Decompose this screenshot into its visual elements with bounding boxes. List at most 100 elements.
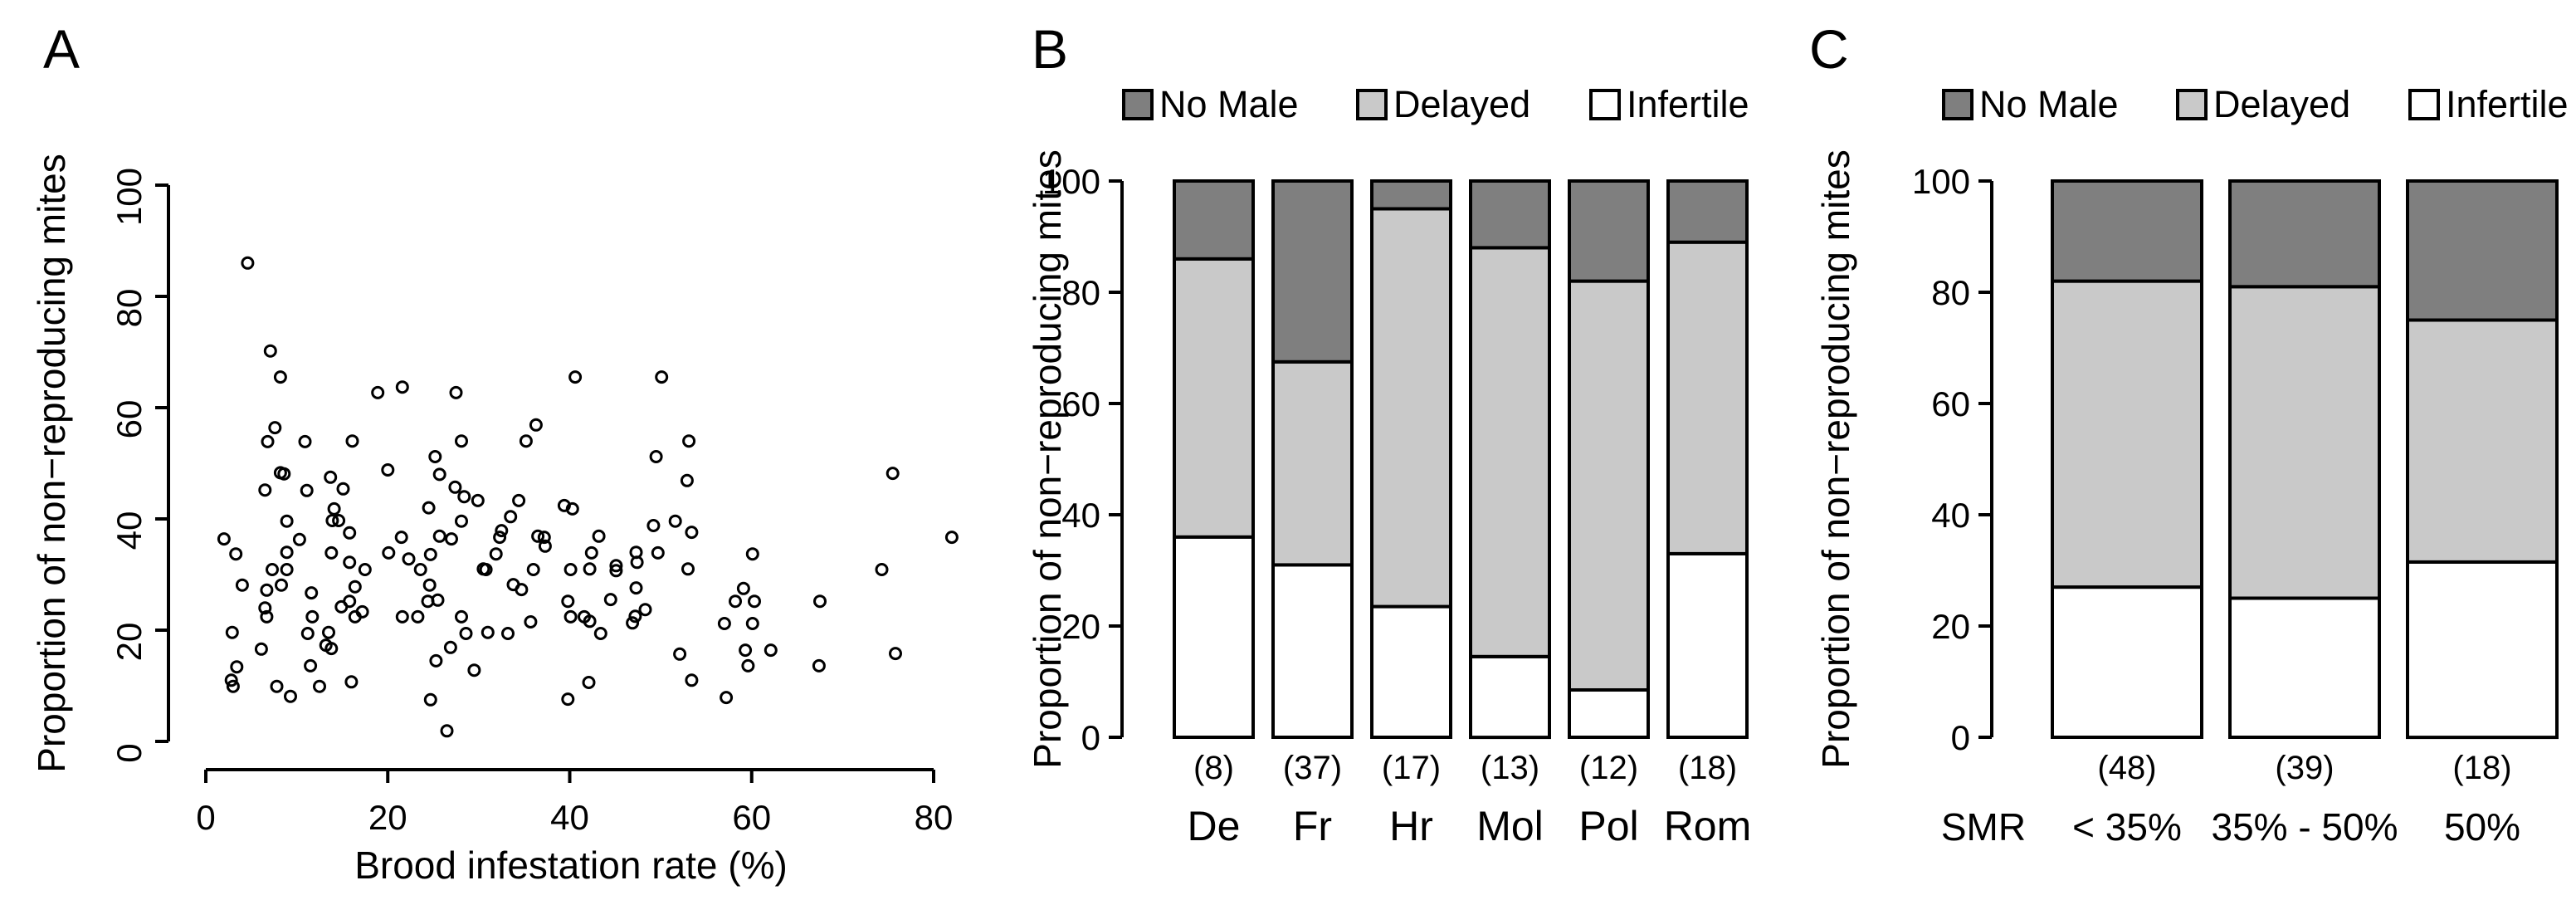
- y-tick-label: 40: [1061, 496, 1100, 535]
- data-point: [682, 434, 696, 448]
- y-tick-label: 60: [1931, 384, 1970, 423]
- bar-segment: [1568, 279, 1650, 692]
- legend-entry-no-male: No Male: [1122, 86, 1299, 123]
- data-point: [812, 658, 826, 673]
- bar-category-label: De: [1188, 803, 1241, 849]
- data-point: [729, 594, 742, 609]
- data-point: [275, 578, 288, 592]
- data-point: [258, 601, 272, 615]
- data-point: [298, 434, 312, 448]
- data-point: [449, 385, 463, 399]
- data-point: [395, 380, 409, 394]
- x-tick-label: 0: [196, 798, 215, 837]
- data-point: [745, 547, 759, 561]
- data-point: [649, 450, 663, 463]
- data-point: [273, 370, 287, 384]
- infertile-swatch-icon: [1589, 88, 1621, 120]
- x-tick-label: 20: [368, 798, 407, 837]
- data-point: [324, 642, 339, 656]
- bar-segment: [1370, 604, 1452, 739]
- data-point: [479, 563, 493, 576]
- data-point: [741, 658, 755, 673]
- y-tick-label: 80: [1061, 273, 1100, 312]
- bar-segment: [1173, 257, 1255, 539]
- data-point: [504, 510, 518, 524]
- data-point: [261, 434, 275, 448]
- data-point: [651, 545, 665, 560]
- data-point: [537, 531, 551, 545]
- y-tick-label: 80: [1931, 273, 1970, 312]
- stacked-bar: [2051, 179, 2203, 739]
- data-point: [739, 643, 753, 658]
- bar-category-label: Pol: [1578, 803, 1638, 849]
- bar-count-label: (8): [1193, 750, 1234, 786]
- data-point: [336, 482, 350, 496]
- bar-segment: [1469, 179, 1551, 250]
- bar-segment: [1666, 551, 1749, 740]
- bar-category-label: < 35%: [2072, 805, 2182, 849]
- panel-a-x-axis-title: Brood infestation rate (%): [354, 844, 788, 887]
- data-point: [481, 625, 495, 639]
- stacked-bar: [1271, 179, 1354, 739]
- data-point: [512, 493, 526, 507]
- data-point: [745, 617, 759, 630]
- data-point: [313, 679, 326, 693]
- data-point: [886, 467, 900, 481]
- bar-count-label: (18): [1678, 750, 1737, 786]
- data-point: [875, 563, 889, 576]
- bar-count-label: (12): [1579, 750, 1638, 786]
- bar-segment: [2051, 585, 2203, 739]
- data-point: [457, 490, 471, 504]
- data-point: [565, 501, 579, 516]
- data-point: [254, 642, 268, 656]
- data-point: [592, 529, 606, 543]
- no-male-swatch-icon: [1942, 88, 1973, 120]
- data-point: [292, 532, 306, 546]
- data-point: [423, 692, 437, 707]
- bar-segment: [1469, 654, 1551, 740]
- data-point: [325, 514, 339, 527]
- data-point: [230, 660, 244, 674]
- data-point: [280, 545, 294, 560]
- data-point: [241, 256, 255, 270]
- scatter-points: [217, 256, 959, 738]
- y-tick-label: 100: [110, 168, 149, 226]
- data-point: [235, 578, 249, 592]
- data-point: [584, 545, 598, 560]
- data-point: [348, 609, 362, 624]
- data-point: [266, 563, 279, 576]
- data-point: [304, 658, 318, 673]
- data-point: [445, 532, 458, 546]
- y-tick-label: 40: [1931, 496, 1970, 535]
- data-point: [524, 615, 538, 629]
- data-point: [813, 594, 827, 609]
- data-point: [531, 529, 545, 543]
- data-point: [764, 643, 778, 658]
- scatter-plot-brood-infestation: 0 20 40 60 80 100 0 20 40 60 80: [110, 168, 959, 837]
- data-point: [402, 552, 416, 566]
- data-point: [258, 483, 272, 497]
- data-point: [681, 562, 695, 576]
- data-point: [655, 370, 669, 384]
- data-point: [685, 526, 699, 540]
- data-point: [263, 344, 277, 358]
- delayed-swatch-icon: [2176, 88, 2208, 120]
- data-point: [277, 467, 291, 481]
- bar-category-label: 50%: [2444, 805, 2520, 849]
- data-point: [628, 609, 642, 624]
- data-point: [225, 625, 239, 639]
- data-point: [529, 418, 543, 432]
- bar-count-label: (37): [1283, 750, 1342, 786]
- data-point: [455, 609, 468, 624]
- data-point: [305, 609, 320, 624]
- bar-segment: [2228, 596, 2381, 739]
- data-point: [431, 593, 445, 607]
- data-point: [229, 547, 243, 561]
- data-point: [455, 514, 468, 528]
- stacked-bar: [1173, 179, 1255, 739]
- data-point: [411, 609, 425, 624]
- bar-count-label: (39): [2275, 750, 2334, 786]
- bar-segment: [2051, 179, 2203, 283]
- panel-c-letter: C: [1809, 18, 1849, 80]
